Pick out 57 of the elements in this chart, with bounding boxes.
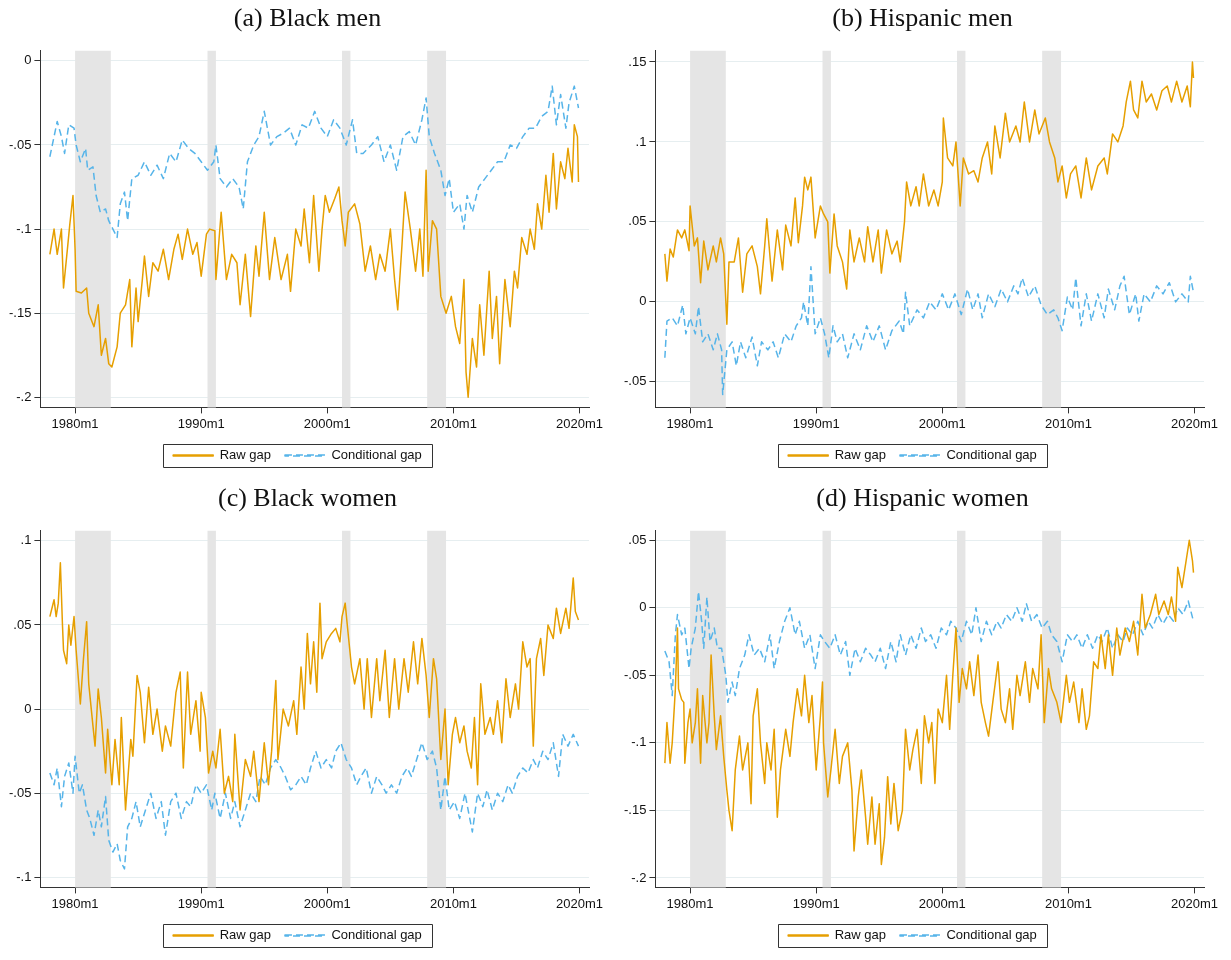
y-tick-label: .05 [628, 213, 647, 229]
y-tick-label: -.05 [623, 373, 647, 389]
x-tick-label: 2020m1 [556, 415, 604, 431]
y-tick-label: -.15 [8, 304, 32, 320]
x-tick-label: 2020m1 [1171, 895, 1219, 911]
y-tick-label: -.2 [631, 869, 647, 885]
line-series [664, 265, 1195, 396]
x-tick-label: 2000m1 [303, 895, 351, 911]
y-tick-label: 0 [639, 293, 647, 309]
y-tick-label: -.2 [16, 388, 32, 404]
x-tick-label: 1990m1 [792, 415, 840, 431]
legend-label: Raw gap [219, 927, 271, 943]
line-series [49, 85, 580, 239]
x-tick-label: 1990m1 [177, 415, 225, 431]
x-tick-label: 1980m1 [666, 415, 714, 431]
legend-label: Conditional gap [331, 447, 422, 463]
x-tick-label: 2010m1 [1044, 895, 1092, 911]
x-tick-label: 2020m1 [1171, 415, 1219, 431]
legend-label: Raw gap [219, 447, 271, 463]
y-tick-label: -.15 [623, 801, 647, 817]
y-tick-label: 0 [24, 52, 32, 68]
x-tick-label: 2010m1 [429, 415, 477, 431]
x-tick-label: 1990m1 [792, 895, 840, 911]
x-tick-label: 2010m1 [429, 895, 477, 911]
x-tick-label: 2020m1 [556, 895, 604, 911]
x-tick-label: 1980m1 [51, 415, 99, 431]
line-series [49, 733, 580, 870]
line-series [664, 590, 1195, 704]
x-tick-label: 1980m1 [51, 895, 99, 911]
legend-label: Conditional gap [331, 927, 422, 943]
y-tick-label: -.05 [623, 666, 647, 682]
y-tick-label: -.1 [16, 220, 32, 236]
legend-label: Raw gap [834, 927, 886, 943]
y-tick-label: .1 [635, 133, 647, 149]
y-tick-label: .05 [13, 616, 32, 632]
legend-label: Conditional gap [946, 927, 1037, 943]
y-tick-label: -.05 [8, 784, 32, 800]
chart-title: (a) Black men [232, 2, 383, 34]
legend-label: Raw gap [834, 447, 886, 463]
y-tick-label: .05 [628, 531, 647, 547]
y-tick-label: .1 [20, 532, 32, 548]
chart-title: (d) Hispanic women [815, 482, 1030, 514]
y-tick-label: .15 [628, 53, 647, 69]
y-tick-label: -.1 [16, 868, 32, 884]
chart-title: (b) Hispanic men [831, 2, 1014, 34]
y-tick-label: -.05 [8, 136, 32, 152]
x-tick-label: 2000m1 [918, 415, 966, 431]
x-tick-label: 2000m1 [303, 415, 351, 431]
y-tick-label: 0 [639, 599, 647, 615]
chart-title: (c) Black women [216, 482, 398, 514]
legend-label: Conditional gap [946, 447, 1037, 463]
x-tick-label: 2010m1 [1044, 415, 1092, 431]
x-tick-label: 2000m1 [918, 895, 966, 911]
y-tick-label: -.1 [631, 734, 647, 750]
x-tick-label: 1980m1 [666, 895, 714, 911]
x-tick-label: 1990m1 [177, 895, 225, 911]
y-tick-label: 0 [24, 700, 32, 716]
